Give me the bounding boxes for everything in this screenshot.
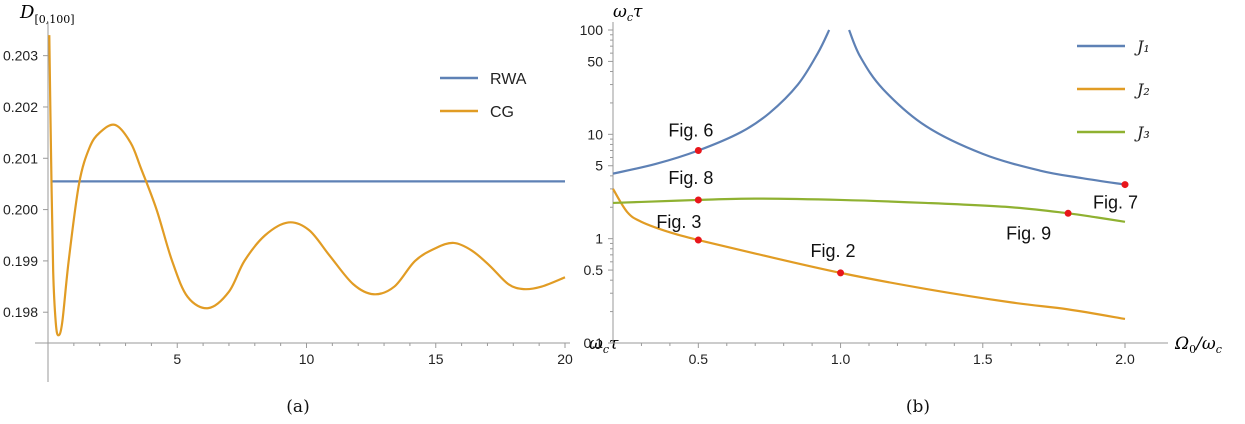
series-line-j1 [612, 29, 831, 175]
series-line-j2 [612, 188, 1126, 321]
y-tick-label: 0.201 [3, 150, 38, 166]
panel-b-caption: (b) [906, 397, 930, 417]
y-tick-label: 10 [587, 126, 603, 142]
series-line-cg [48, 35, 566, 337]
y-tick-label: 0.202 [3, 99, 38, 115]
y-tick-label: 0.203 [3, 48, 38, 64]
y-tick-label: 0.5 [584, 262, 604, 278]
panel-b-chart: ωcτ ωcτ Ω0/ωc 0.5 1.0 1.5 2.0 0.1 0.5 1 5 10 50 10… [580, 2, 1222, 417]
x-tick-label: 20 [557, 351, 573, 367]
y-tick-label: 1 [595, 231, 603, 247]
x-tick-label: 5 [173, 351, 181, 367]
x-tick-label: 1.0 [831, 351, 851, 367]
annotation-marker [694, 146, 702, 154]
annotation-label: Fig. 7 [1093, 193, 1138, 213]
y-tick-label: 0.199 [3, 253, 38, 269]
annotation-label: Fig. 3 [656, 212, 701, 232]
y-tick-label: 0.200 [3, 202, 38, 218]
y-tick-label: 50 [587, 53, 603, 69]
panel-b-legend: J₁ J₂ J₃ [1077, 37, 1150, 142]
legend-label: J₂ [1134, 80, 1150, 99]
panel-a-series [48, 35, 566, 337]
annotation-label: Fig. 2 [811, 241, 856, 261]
panel-a-caption: (a) [286, 397, 309, 417]
panel-b-axes: 0.5 1.0 1.5 2.0 0.1 0.5 1 5 10 50 100 [580, 22, 1168, 367]
x-tick-label: 15 [428, 351, 444, 367]
annotation-label: Fig. 9 [1006, 223, 1051, 243]
x-tick-label: 0.5 [689, 351, 709, 367]
panel-b-annotations: Fig. 6 Fig. 8 Fig. 3 Fig. 2 Fig. 7 Fig. 9 [656, 120, 1138, 277]
x-tick-label: 1.5 [973, 351, 993, 367]
y-tick-label: 5 [595, 158, 603, 174]
y-tick-label: 0.198 [3, 304, 38, 320]
annotation-label: Fig. 8 [668, 168, 713, 188]
x-tick-label: 2.0 [1115, 351, 1135, 367]
series-line-j3 [612, 197, 1126, 223]
legend-label: CG [490, 104, 514, 121]
panel-a-chart: D[0,100] 5 10 15 20 0.198 0.199 0.200 0.201 0.20… [3, 2, 573, 417]
panel-b-ylabel-bottom: ωcτ [589, 334, 619, 356]
annotation-marker [1064, 209, 1072, 217]
legend-label: J₃ [1134, 123, 1150, 142]
annotation-marker [694, 196, 702, 204]
annotation-marker [1121, 181, 1129, 189]
x-tick-label: 10 [299, 351, 315, 367]
y-tick-label: 0.1 [584, 335, 604, 351]
panel-b-ylabel-top: ωcτ [613, 2, 643, 24]
y-tick-label: 100 [580, 22, 604, 38]
panel-a-ylabel: D[0,100] [19, 2, 75, 26]
annotation-label: Fig. 6 [668, 120, 713, 140]
panel-b-xlabel: Ω0/ωc [1174, 334, 1222, 356]
panel-a-legend: RWA CG [440, 71, 527, 121]
annotation-marker [694, 236, 702, 244]
legend-label: J₁ [1134, 37, 1150, 56]
panel-a-axes: 5 10 15 20 0.198 0.199 0.200 0.201 0.202 0.203 [3, 22, 573, 382]
panel-b-series [612, 29, 1126, 321]
annotation-marker [837, 269, 845, 277]
series-line-j1 [848, 29, 1126, 186]
legend-label: RWA [490, 71, 527, 88]
